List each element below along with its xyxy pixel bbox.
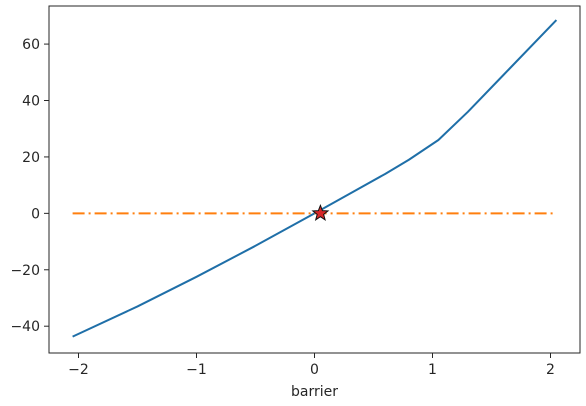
y-tick-label: −40 xyxy=(10,319,40,335)
axes-frame xyxy=(48,5,581,354)
marker-layer xyxy=(311,203,330,221)
plot-area-border xyxy=(48,5,581,354)
y-tick-label: 20 xyxy=(22,150,40,166)
x-tick-label: 2 xyxy=(546,362,555,378)
x-axis: −2 −1 0 1 2 xyxy=(68,353,555,378)
y-tick-label: 40 xyxy=(22,94,40,110)
y-tick-label: −20 xyxy=(10,263,40,279)
y-tick-label: 60 xyxy=(22,37,40,53)
series-layer xyxy=(72,19,558,338)
y-axis: −40 −20 0 20 40 60 xyxy=(10,37,49,335)
x-tick-label: 0 xyxy=(310,362,319,378)
series-line-solid xyxy=(72,19,558,338)
x-tick-label: −1 xyxy=(186,362,207,378)
x-tick-label: 1 xyxy=(428,362,437,378)
y-tick-label: 0 xyxy=(31,206,40,222)
x-tick-label: −2 xyxy=(68,362,89,378)
x-axis-label: barrier xyxy=(291,384,338,400)
star-marker xyxy=(311,203,330,221)
